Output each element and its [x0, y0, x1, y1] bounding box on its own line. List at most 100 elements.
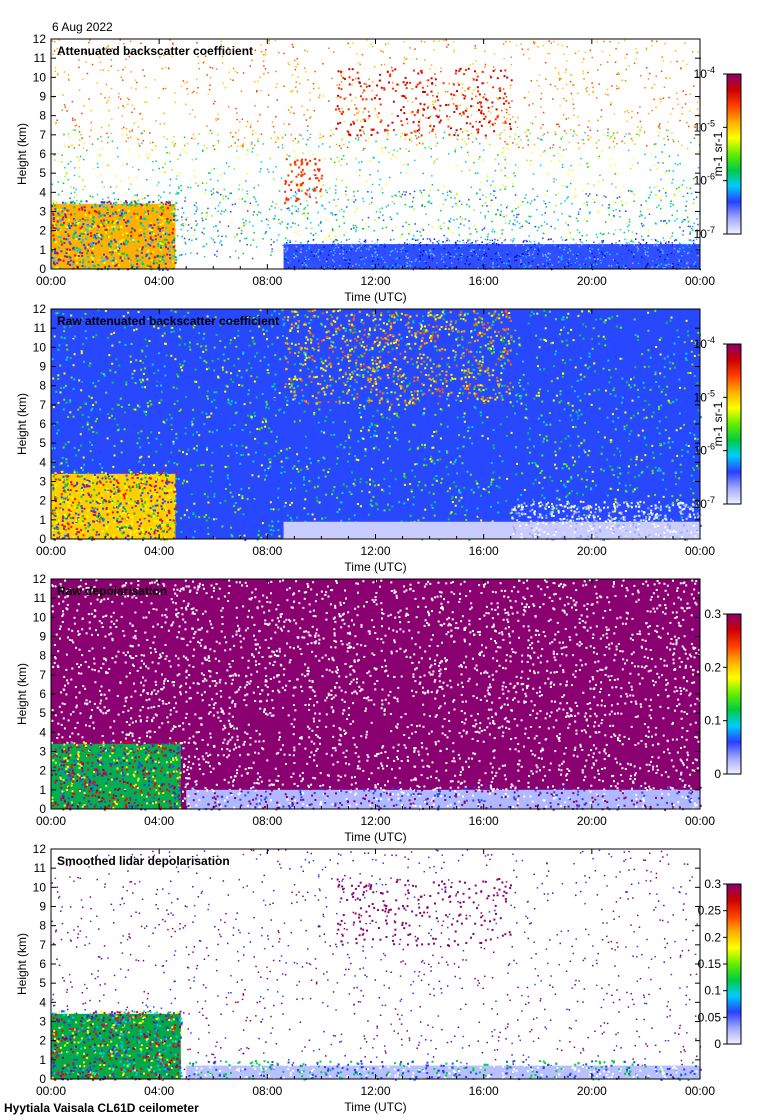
- colorbar-gradient: [726, 883, 742, 1045]
- colorbar: 10-7 10-6 10-5 10-4 m-1 sr-1: [694, 65, 742, 241]
- y-tick-label: 4: [39, 185, 46, 199]
- panel-title: Attenuated backscatter coefficient: [57, 44, 253, 58]
- y-axis-label: Height (km): [15, 393, 29, 455]
- y-tick-label: 0: [39, 802, 46, 816]
- heatmap-texture: [51, 39, 701, 271]
- y-tick-label: 11: [34, 591, 47, 605]
- x-tick-label: 12:00: [360, 1084, 390, 1098]
- y-tick-label: 1: [39, 783, 46, 797]
- x-tick-label: 20:00: [577, 814, 607, 828]
- y-tick-label: 0: [39, 532, 46, 546]
- y-tick-label: 6: [39, 417, 46, 431]
- y-tick-label: 5: [39, 436, 46, 450]
- panel-title: Smoothed lidar depolarisation: [57, 854, 230, 868]
- x-axis-label: Time (UTC): [344, 560, 406, 574]
- y-tick-label: 10: [33, 880, 47, 894]
- colorbar-tick-label: 0.1: [704, 714, 721, 728]
- y-axis-label: Height (km): [15, 123, 29, 185]
- y-tick-label: 2: [39, 224, 46, 238]
- x-axis-label: Time (UTC): [344, 830, 406, 844]
- colorbar-tick-label: 10-4: [694, 335, 715, 351]
- colorbar-tick-label: 0: [714, 767, 721, 781]
- colorbar: 0 0.1 0.2 0.3: [704, 607, 742, 781]
- x-tick-label: 00:00: [685, 1084, 715, 1098]
- x-tick-label: 16:00: [469, 814, 499, 828]
- y-tick-label: 7: [39, 398, 46, 412]
- panel-1: Attenuated backscatter coefficient012345…: [15, 32, 742, 304]
- y-tick-label: 4: [39, 455, 46, 469]
- y-tick-label: 6: [39, 147, 46, 161]
- colorbar-tick-label: 0.15: [698, 957, 722, 971]
- y-tick-label: 9: [39, 630, 46, 644]
- x-tick-label: 16:00: [469, 544, 499, 558]
- y-tick-label: 12: [33, 572, 47, 586]
- y-tick-label: 1: [39, 1053, 46, 1067]
- y-tick-label: 0: [39, 262, 46, 276]
- colorbar-tick-label: 0.2: [704, 930, 721, 944]
- x-tick-label: 00:00: [36, 274, 66, 288]
- y-tick-label: 3: [39, 1015, 46, 1029]
- colorbar-tick-label: 0.3: [704, 607, 721, 621]
- x-tick-label: 20:00: [577, 544, 607, 558]
- colorbar-gradient: [726, 343, 742, 505]
- y-tick-label: 6: [39, 957, 46, 971]
- y-tick-label: 7: [39, 938, 46, 952]
- y-tick-label: 7: [39, 668, 46, 682]
- x-axis-label: Time (UTC): [344, 1100, 406, 1114]
- colorbar-tick-label: 0.25: [698, 904, 722, 918]
- y-tick-label: 4: [39, 995, 46, 1009]
- colorbar-tick-label: 0.1: [704, 984, 721, 998]
- colorbar: 10-7 10-6 10-5 10-4 m-1 sr-1: [694, 335, 742, 511]
- y-tick-label: 9: [39, 900, 46, 914]
- y-tick-label: 10: [33, 70, 47, 84]
- x-tick-label: 20:00: [577, 274, 607, 288]
- colorbar-tick-label: 0: [714, 1037, 721, 1051]
- heatmap-texture: [51, 579, 702, 811]
- y-tick-label: 0: [39, 1072, 46, 1086]
- x-tick-label: 16:00: [469, 1084, 499, 1098]
- y-tick-label: 8: [39, 649, 46, 663]
- colorbar-tick-label: 0.05: [698, 1010, 722, 1024]
- colorbar-tick-label: 10-6: [694, 172, 715, 188]
- panel-title: Raw attenuated backscatter coefficient: [57, 314, 279, 328]
- y-tick-label: 2: [39, 494, 46, 508]
- y-tick-label: 1: [39, 243, 46, 257]
- panel-title: Raw depolarisation: [57, 584, 167, 598]
- y-tick-label: 5: [39, 166, 46, 180]
- y-tick-label: 11: [34, 861, 47, 875]
- y-tick-label: 10: [33, 610, 47, 624]
- y-tick-label: 5: [39, 976, 46, 990]
- y-tick-label: 11: [34, 321, 47, 335]
- colorbar: 0 0.05 0.1 0.15 0.2 0.25 0.3: [698, 877, 742, 1051]
- y-tick-label: 1: [39, 513, 46, 527]
- x-tick-label: 00:00: [685, 814, 715, 828]
- x-tick-label: 12:00: [360, 814, 390, 828]
- y-axis-label: Height (km): [15, 933, 29, 995]
- colorbar-tick-label: 10-7: [694, 495, 715, 511]
- x-tick-label: 00:00: [36, 544, 66, 558]
- x-tick-label: 08:00: [252, 274, 282, 288]
- colorbar-tick-label: 10-5: [694, 118, 715, 134]
- y-tick-label: 12: [33, 32, 47, 46]
- y-tick-label: 12: [33, 842, 47, 856]
- x-tick-label: 08:00: [252, 1084, 282, 1098]
- y-tick-label: 7: [39, 128, 46, 142]
- y-axis-label: Height (km): [15, 663, 29, 725]
- y-tick-label: 2: [39, 1034, 46, 1048]
- y-tick-label: 12: [33, 302, 47, 316]
- colorbar-tick-label: 10-7: [694, 225, 715, 241]
- colorbar-unit: m-1 sr-1: [711, 401, 725, 446]
- x-tick-label: 00:00: [685, 544, 715, 558]
- y-tick-label: 9: [39, 360, 46, 374]
- x-axis-label: Time (UTC): [344, 290, 406, 304]
- colorbar-unit: m-1 sr-1: [711, 131, 725, 176]
- y-tick-label: 6: [39, 687, 46, 701]
- y-tick-label: 8: [39, 919, 46, 933]
- x-tick-label: 16:00: [469, 274, 499, 288]
- y-tick-label: 8: [39, 379, 46, 393]
- colorbar-tick-label: 0.3: [704, 877, 721, 891]
- y-tick-label: 3: [39, 205, 46, 219]
- colorbar-tick-label: 10-6: [694, 442, 715, 458]
- x-tick-label: 00:00: [36, 814, 66, 828]
- x-tick-label: 12:00: [360, 274, 390, 288]
